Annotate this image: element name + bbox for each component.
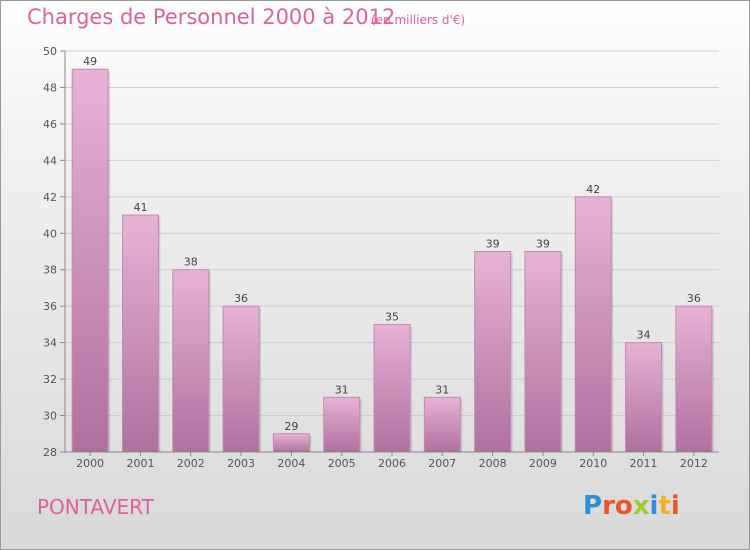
proxiti-logo: Proxiti: [583, 491, 680, 521]
bar-2006: [373, 323, 411, 453]
value-label-2008: 39: [486, 238, 500, 251]
y-tick-label: 40: [43, 227, 57, 240]
value-label-2000: 49: [83, 55, 97, 68]
value-label-2001: 41: [133, 201, 147, 214]
x-tick-label-2004: 2004: [277, 457, 305, 470]
axes: [60, 50, 719, 456]
bar-2004: [272, 433, 310, 453]
labels: 28 30 32 34 36 38 40 42 44 46 48 50 49 2000 41 2001 38 20…: [43, 45, 708, 470]
x-tick-label-2005: 2005: [328, 457, 356, 470]
value-label-2011: 34: [637, 329, 651, 342]
x-tick-label-2001: 2001: [126, 457, 154, 470]
bar-2001: [121, 214, 159, 453]
y-tick-label: 36: [43, 300, 57, 313]
x-tick-label-2003: 2003: [227, 457, 255, 470]
value-label-2005: 31: [335, 383, 349, 396]
y-tick-label: 48: [43, 81, 57, 94]
chart-title: Charges de Personnel 2000 à 2012: [27, 5, 396, 29]
value-label-2007: 31: [435, 383, 449, 396]
x-tick-label-2010: 2010: [579, 457, 607, 470]
chart-subtitle: (en milliers d'€): [371, 13, 466, 27]
x-tick-label-2008: 2008: [479, 457, 507, 470]
bar-2009: [524, 251, 562, 453]
bar-2011: [625, 342, 663, 453]
x-tick-label-2002: 2002: [177, 457, 205, 470]
value-label-2010: 42: [586, 183, 600, 196]
y-tick-label: 44: [43, 154, 57, 167]
value-label-2004: 29: [284, 420, 298, 433]
bar-2000: [71, 68, 109, 453]
value-label-2012: 36: [687, 292, 701, 305]
x-tick-label-2000: 2000: [76, 457, 104, 470]
x-tick-label-2011: 2011: [630, 457, 658, 470]
value-label-2003: 36: [234, 292, 248, 305]
value-label-2009: 39: [536, 238, 550, 251]
y-tick-label: 30: [43, 410, 57, 423]
x-tick-label-2007: 2007: [428, 457, 456, 470]
y-tick-label: 28: [43, 446, 57, 459]
y-tick-label: 38: [43, 264, 57, 277]
x-tick-label-2009: 2009: [529, 457, 557, 470]
bar-2003: [222, 305, 260, 453]
bar-2007: [423, 396, 461, 453]
value-label-2006: 35: [385, 310, 399, 323]
y-tick-label: 42: [43, 191, 57, 204]
x-tick-label-2012: 2012: [680, 457, 708, 470]
bar-2005: [323, 396, 361, 453]
x-tick-label-2006: 2006: [378, 457, 406, 470]
bar-2008: [474, 251, 512, 453]
bar-2010: [574, 196, 612, 453]
commune-name: PONTAVERT: [37, 495, 154, 519]
bar-2012: [675, 305, 713, 453]
bars: [71, 68, 714, 453]
y-tick-label: 32: [43, 373, 57, 386]
y-tick-label: 50: [43, 45, 57, 58]
y-tick-label: 46: [43, 118, 57, 131]
value-label-2002: 38: [184, 256, 198, 269]
bar-2002: [172, 269, 210, 453]
y-tick-label: 34: [43, 337, 57, 350]
